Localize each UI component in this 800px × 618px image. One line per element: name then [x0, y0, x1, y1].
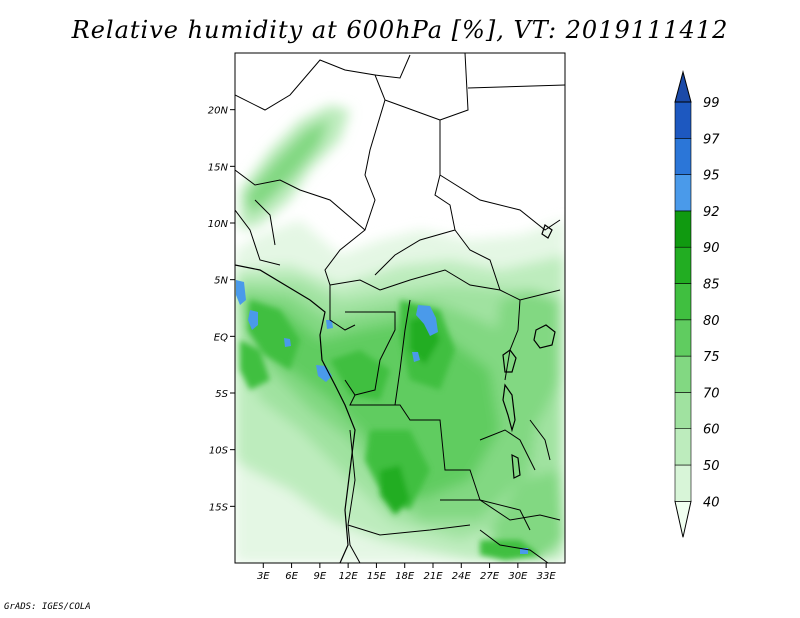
colorbar-segment	[674, 464, 692, 502]
colorbar-label: 85	[703, 278, 720, 293]
colorbar-segment	[674, 428, 692, 466]
humidity-field	[235, 53, 565, 563]
colorbar-min-arrow	[674, 500, 692, 538]
x-tick-label: 24E	[452, 571, 472, 582]
y-tick-label: 10N	[208, 219, 229, 230]
colorbar-label: 95	[703, 169, 720, 184]
x-tick-label: 12E	[339, 571, 359, 582]
y-tick-label: 5S	[215, 389, 228, 400]
colorbar-segment	[674, 174, 692, 212]
map-frame	[234, 52, 566, 564]
x-tick-label: 21E	[423, 571, 443, 582]
colorbar-label: 92	[703, 205, 720, 220]
colorbar-segment	[674, 138, 692, 175]
y-tick-label: 5N	[214, 276, 228, 287]
x-tick-label: 9E	[314, 571, 327, 582]
colorbar-label: 80	[703, 314, 720, 329]
colorbar-segment	[674, 210, 692, 248]
colorbar-max-arrow	[674, 70, 692, 103]
x-tick-label: 3E	[257, 571, 270, 582]
colorbar-segment	[674, 101, 692, 139]
colorbar-label: 50	[703, 459, 720, 474]
y-tick-label: EQ	[214, 332, 228, 343]
colorbar-segment	[674, 392, 692, 429]
colorbar-segment	[674, 246, 692, 284]
y-tick-label: 15S	[209, 502, 229, 513]
x-tick-label: 27E	[480, 571, 500, 582]
colorbar-label: 70	[703, 386, 720, 401]
y-axis: 20N 15N 10N 5N EQ 5S 10S 15S	[208, 106, 235, 513]
colorbar-label: 75	[703, 350, 720, 365]
x-tick-label: 18E	[395, 571, 415, 582]
coastline	[235, 224, 556, 563]
y-tick-label: 20N	[208, 106, 229, 117]
x-tick-label: 15E	[367, 571, 387, 582]
colorbar-label: 99	[703, 96, 720, 111]
colorbar-label: 60	[703, 423, 720, 438]
colorbar-segment	[674, 283, 692, 321]
colorbar-segment	[674, 319, 692, 357]
y-tick-label: 15N	[208, 162, 229, 173]
colorbar-label: 40	[703, 495, 720, 510]
map-title: Relative humidity at 600hPa [%], VT: 201…	[71, 16, 729, 44]
x-tick-label: 30E	[508, 571, 528, 582]
x-tick-label: 33E	[537, 571, 557, 582]
y-tick-label: 10S	[209, 446, 229, 457]
colorbar: 40 50 60 70 75 80 85 90 92 95 97 99	[674, 70, 720, 538]
footer-credit: GrADS: IGES/COLA	[4, 602, 91, 612]
colorbar-label: 97	[703, 132, 720, 147]
x-axis: 3E 6E 9E 12E 15E 18E 21E 24E 27E 30E 33E	[257, 563, 556, 582]
x-tick-label: 6E	[285, 571, 298, 582]
colorbar-segment	[674, 355, 692, 393]
colorbar-label: 90	[703, 241, 720, 256]
country-borders	[235, 53, 565, 563]
